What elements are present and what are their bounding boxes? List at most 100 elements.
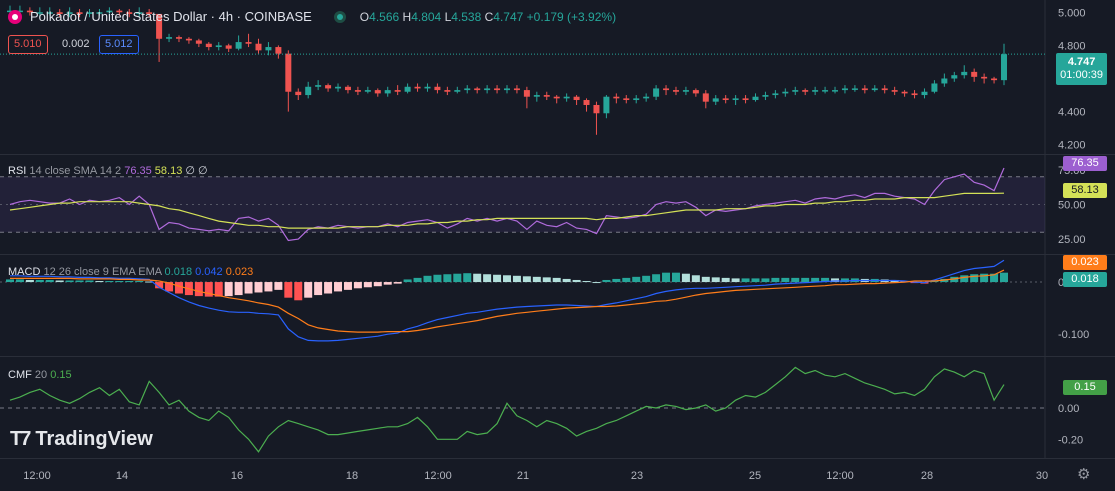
time-axis-label: 12:00	[424, 470, 452, 482]
tradingview-logo[interactable]: T7 TradingView	[10, 428, 153, 451]
candle-body	[583, 100, 590, 105]
macd-histogram-bar	[821, 277, 830, 283]
macd-legend[interactable]: MACD 12 26 close 9 EMA EMA 0.018 0.042 0…	[8, 266, 253, 278]
gear-icon[interactable]: ⚙	[1077, 466, 1091, 483]
macd-histogram-bar	[811, 277, 820, 283]
candle-body	[315, 85, 322, 87]
current-price-tag: 4.747 01:00:39	[1056, 53, 1107, 85]
candle-body	[871, 88, 878, 91]
macd-histogram-bar	[6, 279, 14, 283]
macd-histogram-bar	[552, 277, 561, 283]
rsi-tick-label: 50.00	[1058, 200, 1086, 212]
macd-hist-tag: 0.018	[1063, 272, 1107, 287]
candle-body	[36, 12, 43, 14]
candle-body	[26, 10, 33, 13]
candle-body	[265, 47, 272, 51]
price-tick-label: 4.800	[1058, 40, 1086, 52]
macd-histogram-bar	[493, 274, 502, 283]
candle-body	[344, 86, 351, 91]
macd-histogram-bar	[970, 274, 979, 283]
polkadot-logo-icon	[8, 9, 22, 24]
macd-histogram-bar	[393, 282, 402, 284]
market-status-icon[interactable]	[333, 10, 346, 23]
candle-countdown: 01:00:39	[1060, 69, 1103, 81]
macd-histogram-bar	[771, 277, 780, 283]
cmf-params: 20	[34, 369, 48, 381]
candle-body	[96, 12, 103, 14]
macd-histogram-bar	[473, 273, 482, 283]
candle-body	[116, 10, 123, 13]
macd-histogram-bar	[165, 282, 174, 292]
candle-body	[593, 104, 600, 114]
price-tick-label: 5.000	[1058, 7, 1086, 19]
current-price: 4.747	[1067, 56, 1096, 68]
spread-value: 0.002	[62, 38, 90, 50]
candle-body	[792, 90, 799, 92]
macd-histogram-bar	[224, 282, 233, 297]
close-value: 4.747	[493, 9, 524, 24]
candle-body	[1001, 54, 1007, 81]
macd-histogram-bar	[453, 273, 462, 283]
candle-body	[841, 88, 848, 91]
time-axis-label: 30	[1036, 470, 1048, 482]
candle-body	[931, 83, 938, 92]
candle-body	[921, 91, 928, 96]
macd-histogram-bar	[353, 282, 362, 289]
macd-histogram-bar	[671, 272, 680, 283]
macd-histogram-bar	[542, 277, 551, 283]
cmf-legend[interactable]: CMF 20 0.15	[8, 369, 72, 381]
candle-body	[305, 86, 312, 96]
candle-body	[424, 86, 431, 89]
symbol-title[interactable]: Polkadot / United States Dollar · 4h · C…	[30, 9, 312, 24]
candle-body	[563, 96, 570, 99]
candle-body	[454, 90, 461, 92]
candle-body	[195, 40, 202, 44]
candle-body	[404, 86, 411, 92]
sell-price-button[interactable]: 5.010	[8, 35, 48, 54]
candle-body	[414, 86, 421, 89]
macd-histogram-bar	[443, 274, 452, 283]
candle-body	[494, 88, 501, 91]
macd-histogram-bar	[652, 274, 661, 283]
ohlc-values: O4.566 H4.804 L4.538 C4.747 +0.179 (+3.9…	[360, 10, 616, 24]
macd-histogram-bar	[781, 277, 790, 283]
candle-body	[533, 95, 540, 97]
low-value: 4.538	[451, 9, 482, 24]
macd-histogram-bar	[343, 282, 352, 290]
candle-body	[663, 88, 670, 91]
buy-price-button[interactable]: 5.012	[99, 35, 139, 54]
candle-body	[682, 90, 689, 92]
macd-histogram-bar	[324, 282, 333, 294]
candle-body	[325, 85, 332, 89]
macd-histogram-bar	[642, 275, 651, 283]
rsi-value-tag: 76.35	[1063, 156, 1107, 171]
macd-histogram-bar	[532, 276, 541, 283]
rsi-params: 14 close SMA 14 2	[29, 165, 122, 177]
candle-body	[444, 90, 451, 92]
macd-histogram-bar	[95, 281, 104, 283]
time-axis-label: 25	[749, 470, 761, 482]
candle-body	[603, 96, 610, 114]
candle-body	[245, 42, 252, 44]
macd-histogram-bar	[980, 273, 989, 283]
macd-histogram-bar	[522, 276, 531, 283]
candle-body	[156, 13, 163, 39]
macd-histogram-bar	[125, 281, 134, 283]
time-axis-label: 16	[231, 470, 243, 482]
rsi-empty-value-2: ∅	[198, 165, 208, 177]
candle-body	[692, 90, 699, 94]
macd-histogram-bar	[662, 272, 671, 283]
macd-histogram-bar	[85, 280, 94, 283]
candle-body	[86, 12, 93, 14]
macd-histogram-bar	[512, 275, 521, 283]
macd-histogram-bar	[194, 282, 203, 297]
low-label: L	[444, 9, 452, 24]
macd-histogram-bar	[572, 279, 581, 283]
macd-histogram-bar	[55, 280, 64, 283]
rsi-legend[interactable]: RSI 14 close SMA 14 2 76.35 58.13 ∅ ∅	[8, 164, 208, 177]
candle-body	[633, 98, 640, 101]
macd-histogram-bar	[45, 279, 54, 283]
cmf-line	[9, 366, 1005, 453]
price-tick-label: 4.400	[1058, 107, 1086, 119]
